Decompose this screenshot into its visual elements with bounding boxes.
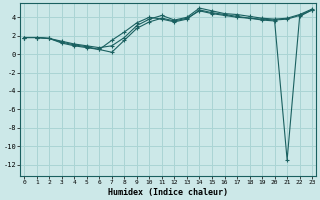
X-axis label: Humidex (Indice chaleur): Humidex (Indice chaleur): [108, 188, 228, 197]
